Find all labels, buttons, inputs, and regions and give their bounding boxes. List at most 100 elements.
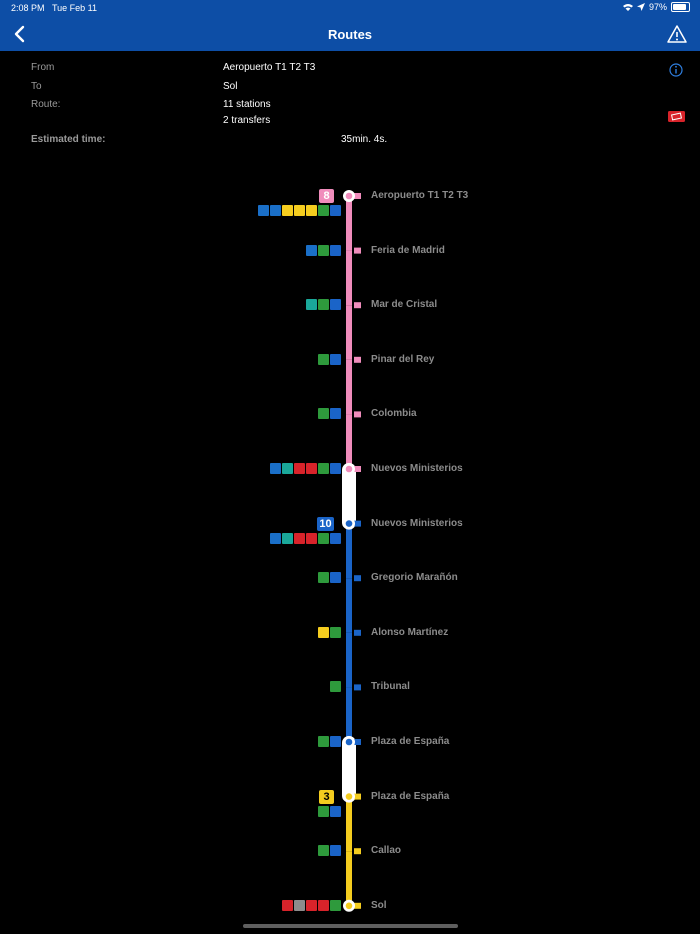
parking-icon bbox=[270, 532, 281, 544]
renfe-icon bbox=[306, 532, 317, 544]
station-name[interactable]: Alonso Martínez bbox=[371, 626, 449, 638]
station-name[interactable]: Mar de Cristal bbox=[371, 299, 438, 311]
station-name[interactable]: Nuevos Ministerios bbox=[371, 517, 463, 529]
stations-count: 11 stations bbox=[223, 99, 271, 110]
elevator-icon bbox=[318, 845, 329, 857]
from-value: Aeropuerto T1 T2 T3 bbox=[223, 62, 316, 73]
station-services bbox=[306, 299, 341, 311]
station-name[interactable]: Tribunal bbox=[371, 681, 410, 693]
line-segment bbox=[346, 250, 352, 306]
bus-icon bbox=[270, 205, 281, 216]
station-services bbox=[318, 408, 341, 420]
station-node bbox=[345, 520, 353, 527]
elevator-icon bbox=[330, 681, 341, 693]
station-name[interactable]: Feria de Madrid bbox=[371, 244, 445, 256]
station-tick bbox=[354, 575, 361, 582]
station-name[interactable]: Sol bbox=[371, 899, 387, 911]
metro-ligero-icon bbox=[306, 299, 317, 311]
line-segment bbox=[346, 305, 352, 360]
elevator-icon bbox=[318, 353, 329, 365]
line-segment bbox=[346, 796, 352, 852]
station-services bbox=[318, 626, 341, 638]
cercanias-icon bbox=[294, 532, 305, 544]
station-tick bbox=[354, 247, 361, 254]
station-tick bbox=[354, 793, 361, 800]
station-services bbox=[330, 681, 341, 693]
station-services bbox=[318, 805, 341, 817]
line-segment bbox=[346, 687, 352, 742]
station-name[interactable]: Colombia bbox=[371, 408, 417, 420]
elevator-icon bbox=[318, 205, 329, 216]
station-name[interactable]: Plaza de España bbox=[371, 736, 450, 747]
info-button[interactable] bbox=[669, 63, 683, 77]
cercanias-icon bbox=[306, 899, 317, 911]
ticket-icon[interactable] bbox=[668, 111, 685, 122]
line-segment bbox=[346, 414, 352, 469]
station-node bbox=[345, 192, 353, 200]
accessible-icon bbox=[330, 463, 341, 474]
station-node bbox=[345, 793, 353, 800]
station-tick bbox=[354, 356, 361, 363]
line-segment bbox=[346, 523, 352, 579]
elevator-icon bbox=[318, 463, 329, 474]
location-icon bbox=[636, 3, 645, 11]
line-segment bbox=[346, 359, 352, 415]
line-badge: 10 bbox=[317, 516, 334, 531]
station-tick bbox=[354, 629, 361, 636]
renfe-alt-icon bbox=[282, 899, 293, 911]
estimated-time-value: 35min. 4s. bbox=[341, 134, 388, 145]
elevator-icon bbox=[330, 899, 341, 911]
station-name[interactable]: Aeropuerto T1 T2 T3 bbox=[371, 190, 469, 201]
line-segment bbox=[346, 851, 352, 906]
transfer-connector bbox=[342, 463, 356, 530]
metro-ligero-icon bbox=[282, 463, 293, 474]
station-node bbox=[345, 465, 353, 473]
station-tick bbox=[354, 902, 361, 909]
alert-button[interactable] bbox=[667, 24, 687, 44]
elevator-icon bbox=[318, 805, 329, 817]
accessible-icon bbox=[330, 532, 341, 544]
station-name[interactable]: Pinar del Rey bbox=[371, 353, 435, 365]
station-services bbox=[318, 353, 341, 365]
elevator-icon bbox=[318, 736, 329, 747]
station-node bbox=[345, 902, 353, 910]
airport-icon bbox=[306, 205, 317, 216]
battery-icon bbox=[671, 2, 690, 12]
station-name[interactable]: Nuevos Ministerios bbox=[371, 463, 463, 474]
status-date: Tue Feb 11 bbox=[52, 3, 98, 13]
status-time: 2:08 PM bbox=[11, 3, 45, 13]
estimated-time-label: Estimated time: bbox=[31, 134, 106, 145]
to-label: To bbox=[31, 81, 42, 92]
station-services bbox=[318, 845, 341, 857]
station-tick bbox=[354, 193, 361, 199]
station-node bbox=[345, 738, 353, 746]
battery-percent: 97% bbox=[648, 2, 667, 12]
accessible-icon bbox=[330, 845, 341, 857]
station-name[interactable]: Gregorio Marañón bbox=[371, 572, 458, 584]
route-label: Route: bbox=[31, 99, 61, 110]
line-badge: 8 bbox=[319, 189, 334, 203]
elevator-icon bbox=[318, 299, 329, 311]
accessible-icon bbox=[330, 805, 341, 817]
accessible-icon bbox=[330, 736, 341, 747]
cercanias-icon bbox=[294, 463, 305, 474]
bus-grey-icon bbox=[294, 899, 305, 911]
to-value: Sol bbox=[223, 81, 238, 92]
transfer-connector bbox=[342, 736, 356, 803]
station-name[interactable]: Callao bbox=[371, 845, 402, 857]
station-services bbox=[306, 244, 341, 256]
page-title: Routes bbox=[327, 27, 373, 42]
line-segment bbox=[346, 196, 352, 251]
accessible-icon bbox=[330, 299, 341, 311]
back-button[interactable] bbox=[10, 24, 30, 44]
station-tick bbox=[354, 848, 361, 855]
parking-icon bbox=[258, 205, 269, 216]
line-segment bbox=[346, 578, 352, 633]
station-tick bbox=[354, 739, 361, 745]
parking-icon bbox=[270, 463, 281, 474]
station-services bbox=[318, 572, 341, 584]
accessible-icon bbox=[330, 353, 341, 365]
status-right: 97% bbox=[622, 2, 690, 12]
station-name[interactable]: Plaza de España bbox=[371, 790, 450, 802]
renfe-icon bbox=[318, 899, 329, 911]
